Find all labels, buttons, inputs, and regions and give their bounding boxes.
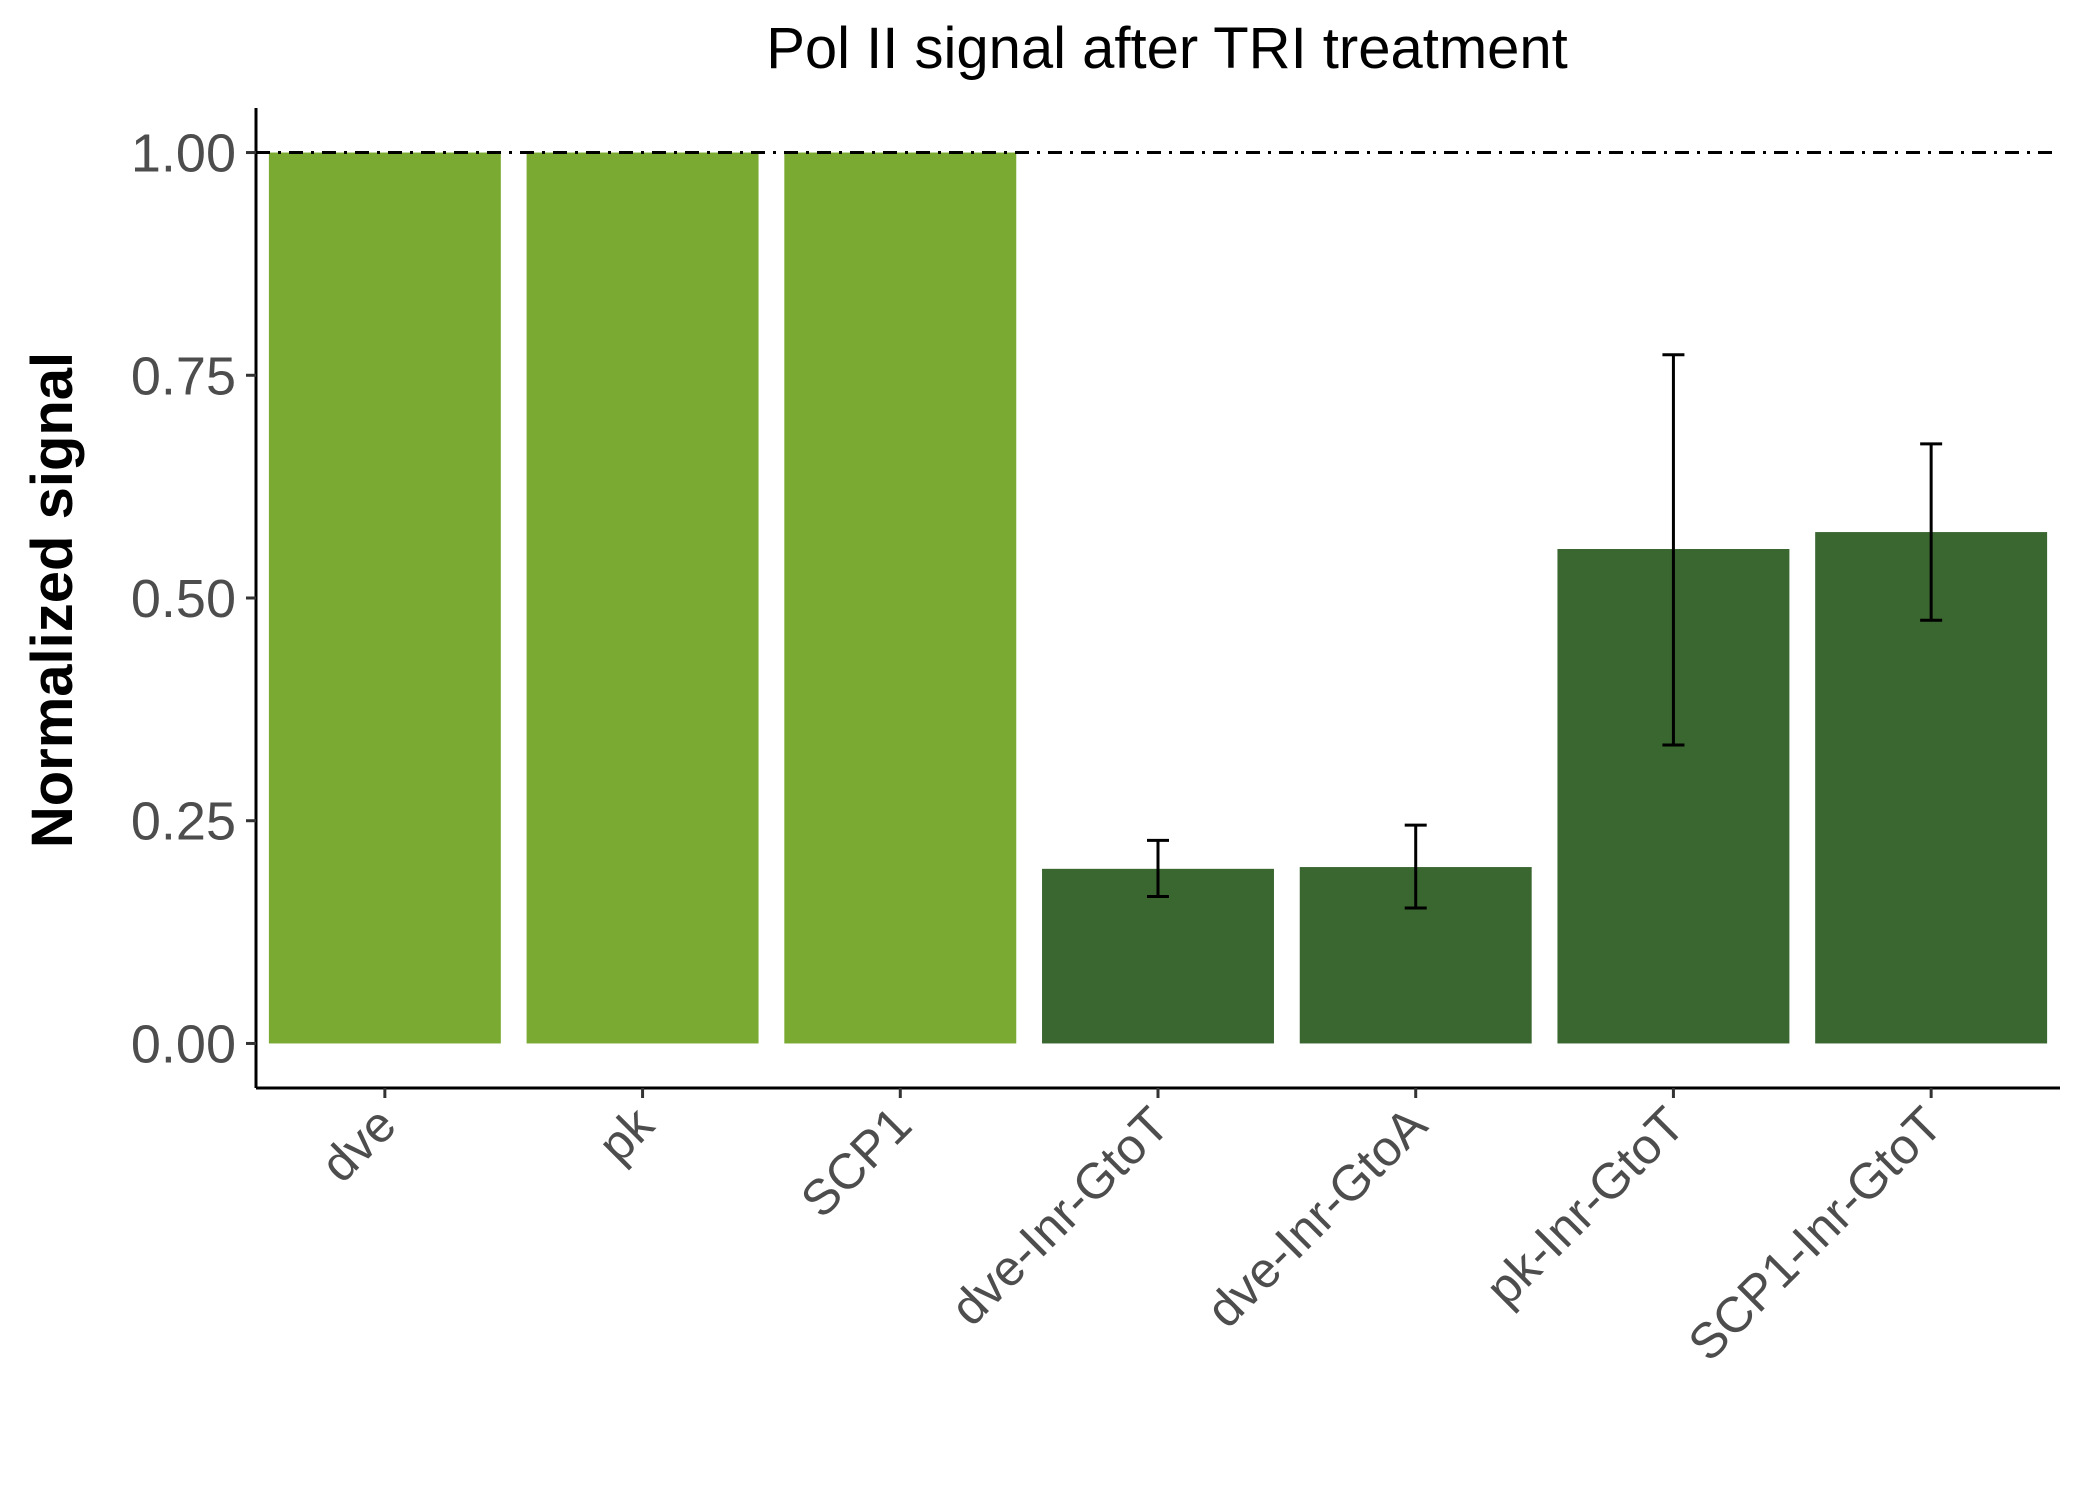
x-tick-label: SCP1 bbox=[790, 1096, 922, 1228]
x-tick-label: pk bbox=[587, 1095, 665, 1173]
error-bars-layer bbox=[1147, 353, 1943, 910]
x-ticks-layer: dve pk SCP1 dve-Inr-GtoT dve-Inr-GtoA pk-Inr-… bbox=[310, 1088, 1953, 1372]
error-bar-dve-inr-gtoa bbox=[1404, 823, 1427, 910]
y-tick-label: 0.75 bbox=[131, 346, 236, 406]
bars-layer bbox=[268, 152, 2048, 1044]
bar-dve bbox=[268, 152, 501, 1044]
error-bar-dve-inr-gtot bbox=[1147, 838, 1169, 898]
chart-title: Pol II signal after TRI treatment bbox=[766, 16, 1568, 81]
x-tick-label: pk-Inr-GtoT bbox=[1475, 1096, 1695, 1316]
bar-pk bbox=[526, 152, 759, 1044]
x-tick-label: dve-Inr-GtoA bbox=[1196, 1096, 1438, 1338]
bar-scp1 bbox=[784, 152, 1017, 1044]
y-ticks-layer: 0.00 0.25 0.50 0.75 1.00 bbox=[131, 124, 256, 1074]
y-axis-label: Normalized signal bbox=[20, 352, 85, 848]
x-tick-label: dve bbox=[310, 1096, 407, 1193]
x-tick-label: dve-Inr-GtoT bbox=[940, 1096, 1180, 1336]
error-bar-scp1-inr-gtot bbox=[1920, 442, 1943, 622]
y-tick-label: 1.00 bbox=[131, 124, 236, 184]
y-tick-label: 0.25 bbox=[131, 792, 236, 852]
y-tick-label: 0.00 bbox=[131, 1014, 236, 1074]
error-bar-pk-inr-gtot bbox=[1662, 353, 1685, 747]
x-tick-label: SCP1-Inr-GtoT bbox=[1678, 1096, 1953, 1371]
y-tick-label: 0.50 bbox=[131, 569, 236, 629]
